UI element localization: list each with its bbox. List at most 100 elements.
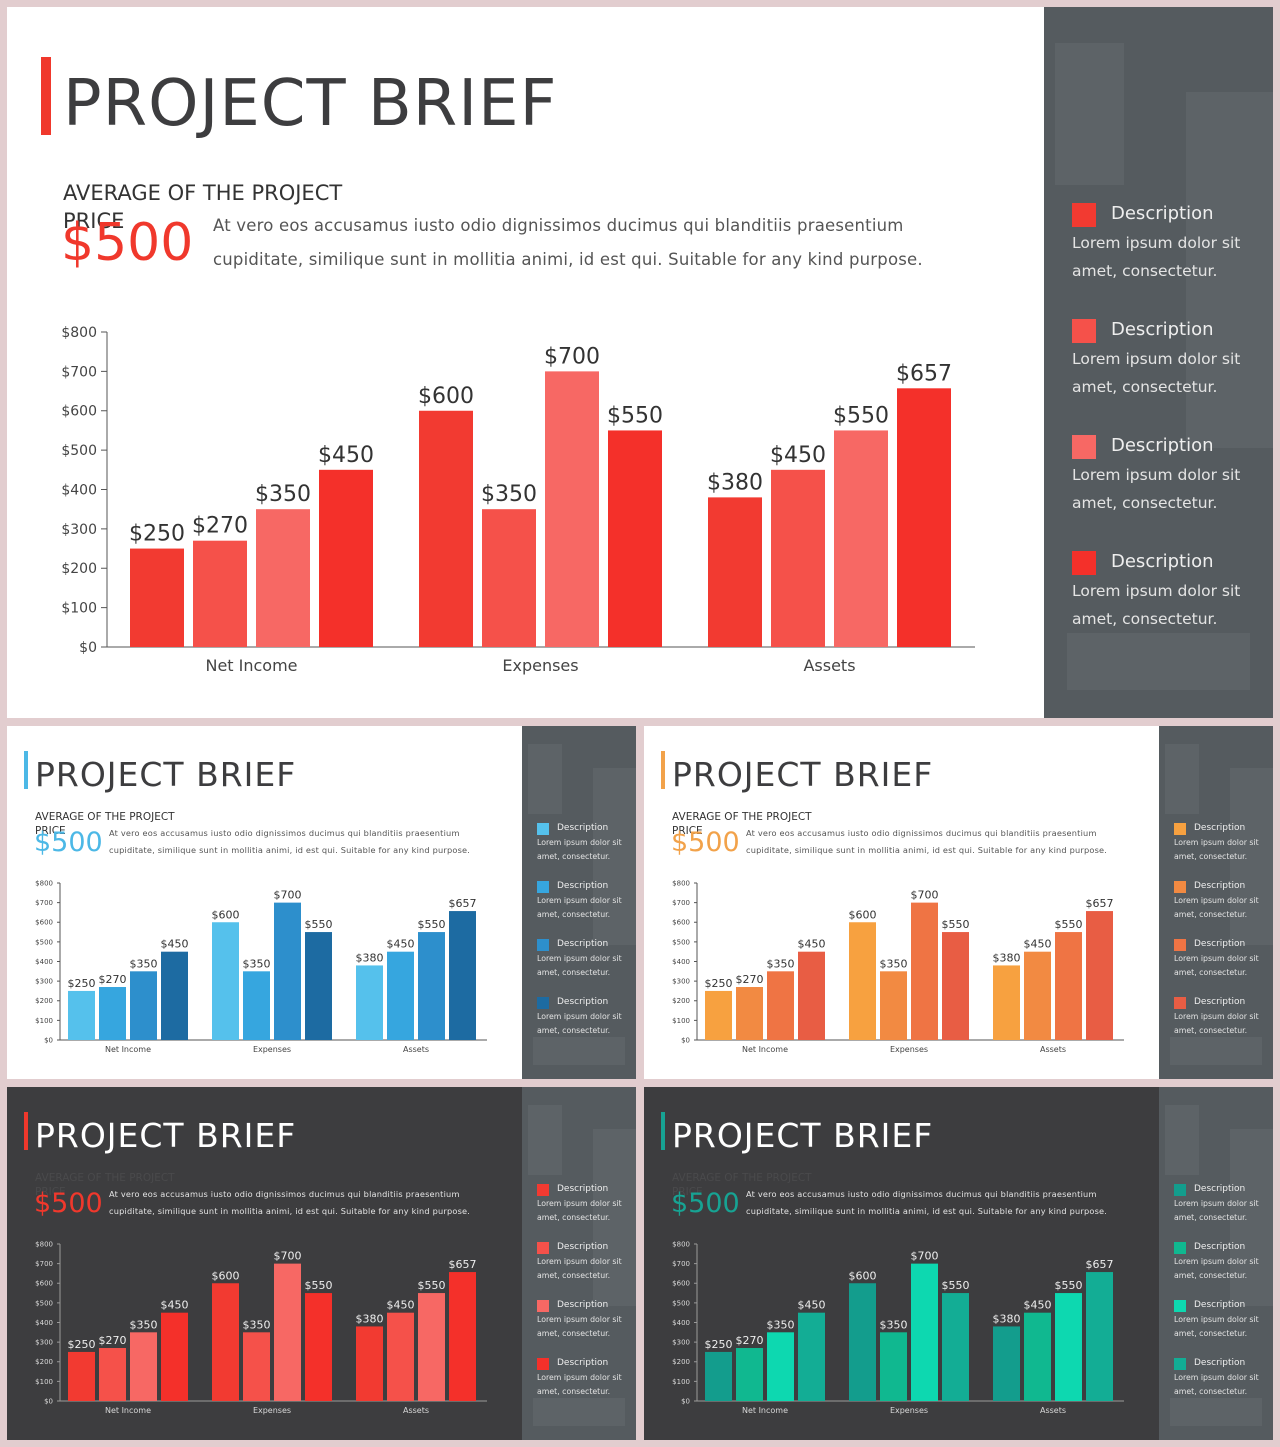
side-description-item: Description Lorem ipsum dolor sit amet, c…	[1174, 881, 1269, 926]
bar	[771, 469, 825, 647]
bar-value-label: $350	[880, 957, 908, 970]
side-description-item: Description Lorem ipsum dolor sit amet, c…	[1072, 551, 1262, 641]
bar	[212, 1283, 239, 1401]
slide-dark-red-theme[interactable]: PROJECT BRIEF AVERAGE OF THE PROJECT PRI…	[7, 1087, 636, 1440]
bar-value-label: $450	[318, 443, 374, 468]
color-square-icon	[537, 1300, 549, 1312]
side-item-heading: Description	[1194, 1184, 1246, 1194]
y-tick-label: $400	[61, 482, 97, 498]
bar-value-label: $270	[736, 1334, 764, 1347]
side-item-body: Lorem ipsum dolor sit amet, consectetur.	[537, 1257, 622, 1280]
price-subtitle: AVERAGE OF THE PROJECT PRICE	[672, 1172, 812, 1198]
y-tick-label: $300	[61, 522, 97, 538]
side-item-body: Lorem ipsum dolor sit amet, consectetur.	[1174, 838, 1259, 861]
price-subtitle: AVERAGE OF THE PROJECT PRICE	[35, 1172, 175, 1198]
side-description-item: Description Lorem ipsum dolor sit amet, c…	[1174, 1358, 1269, 1403]
y-tick-label: $800	[672, 879, 690, 887]
side-description-item: Description Lorem ipsum dolor sit amet, c…	[537, 881, 632, 926]
bar	[99, 1348, 126, 1401]
bar-value-label: $700	[274, 889, 302, 902]
bar-value-label: $700	[274, 1250, 302, 1263]
side-item-body: Lorem ipsum dolor sit amet, consectetur.	[1174, 896, 1259, 919]
bar-value-label: $550	[1055, 918, 1083, 931]
category-label: Net Income	[105, 1406, 151, 1415]
slide-title: PROJECT BRIEF	[63, 67, 558, 141]
y-tick-label: $0	[681, 1397, 690, 1405]
slide-orange-theme[interactable]: PROJECT BRIEF AVERAGE OF THE PROJECT PRI…	[644, 726, 1273, 1079]
slide-title: PROJECT BRIEF	[35, 1116, 297, 1155]
panel-background-shape	[592, 1129, 636, 1306]
bar	[1055, 932, 1082, 1040]
bar	[449, 911, 476, 1040]
color-square-icon	[1174, 997, 1186, 1009]
bar	[767, 1332, 794, 1401]
category-label: Assets	[403, 1045, 429, 1054]
y-tick-label: $600	[672, 919, 690, 927]
bar-chart: $0 $100 $200 $300 $400 $500 $600 $700 $800 $250 $2…	[672, 879, 1124, 1054]
y-tick-label: $500	[672, 1299, 690, 1307]
bar-value-label: $550	[1055, 1279, 1083, 1292]
side-item-body: Lorem ipsum dolor sit amet, consectetur.	[537, 954, 622, 977]
bar	[130, 548, 184, 647]
y-tick-label: $700	[35, 899, 53, 907]
side-item-heading: Description	[557, 881, 609, 891]
side-item-body: Lorem ipsum dolor sit amet, consectetur.	[537, 838, 622, 861]
side-panel: Description Lorem ipsum dolor sit amet, c…	[1044, 7, 1273, 718]
color-square-icon	[537, 823, 549, 835]
bar	[130, 1332, 157, 1401]
bar-value-label: $600	[418, 384, 474, 409]
color-square-icon	[1072, 435, 1096, 459]
side-description-item: Description Lorem ipsum dolor sit amet, c…	[537, 939, 632, 984]
bar	[1086, 1272, 1113, 1401]
color-square-icon	[1072, 551, 1096, 575]
title-accent-bar	[41, 57, 51, 135]
side-item-heading: Description	[1194, 1242, 1246, 1252]
category-label: Expenses	[253, 1045, 291, 1054]
slide-main[interactable]: PROJECT BRIEF AVERAGE OF THE PROJECT PRI…	[7, 7, 1273, 718]
bar	[1086, 911, 1113, 1040]
y-tick-label: $400	[35, 1319, 53, 1327]
bar	[834, 430, 888, 647]
bar-value-label: $600	[212, 1269, 240, 1282]
side-description-item: Description Lorem ipsum dolor sit amet, c…	[1174, 1242, 1269, 1287]
side-item-heading: Description	[1111, 551, 1214, 572]
side-item-heading: Description	[557, 1300, 609, 1310]
bar-value-label: $270	[99, 1334, 127, 1347]
bar	[767, 971, 794, 1040]
side-item-body: Lorem ipsum dolor sit amet, consectetur.	[1072, 466, 1241, 512]
slide-title: PROJECT BRIEF	[35, 755, 297, 794]
bar-value-label: $600	[212, 908, 240, 921]
side-item-heading: Description	[1194, 1358, 1246, 1368]
bar	[449, 1272, 476, 1401]
y-tick-label: $100	[35, 1378, 53, 1386]
panel-background-shape	[533, 1036, 625, 1065]
price-subtitle: AVERAGE OF THE PROJECT PRICE	[35, 811, 175, 837]
color-square-icon	[537, 1242, 549, 1254]
side-description-item: Description Lorem ipsum dolor sit amet, c…	[537, 1358, 632, 1403]
panel-background-shape	[592, 768, 636, 945]
slide-blue-theme[interactable]: PROJECT BRIEF AVERAGE OF THE PROJECT PRI…	[7, 726, 636, 1079]
y-tick-label: $800	[61, 325, 97, 341]
bar-value-label: $550	[418, 1279, 446, 1292]
bar-value-label: $550	[607, 403, 663, 428]
bar	[705, 990, 732, 1040]
color-square-icon	[537, 1358, 549, 1370]
bar-value-label: $250	[129, 522, 185, 547]
category-label: Net Income	[105, 1045, 151, 1054]
color-square-icon	[1174, 823, 1186, 835]
category-label: Expenses	[890, 1406, 928, 1415]
y-tick-label: $400	[672, 1319, 690, 1327]
side-description-item: Description Lorem ipsum dolor sit amet, c…	[537, 997, 632, 1042]
bar-value-label: $450	[1024, 938, 1052, 951]
panel-background-shape	[1164, 743, 1199, 815]
side-item-heading: Description	[557, 1242, 609, 1252]
title-accent-bar	[661, 751, 665, 789]
bar-value-label: $350	[243, 1318, 271, 1331]
bar	[798, 1312, 825, 1401]
side-item-heading: Description	[557, 823, 609, 833]
y-tick-label: $500	[61, 443, 97, 459]
slide-dark-teal-theme[interactable]: PROJECT BRIEF AVERAGE OF THE PROJECT PRI…	[644, 1087, 1273, 1440]
panel-background-shape	[533, 1397, 625, 1426]
y-tick-label: $600	[61, 404, 97, 420]
average-price: $500	[671, 1188, 740, 1219]
